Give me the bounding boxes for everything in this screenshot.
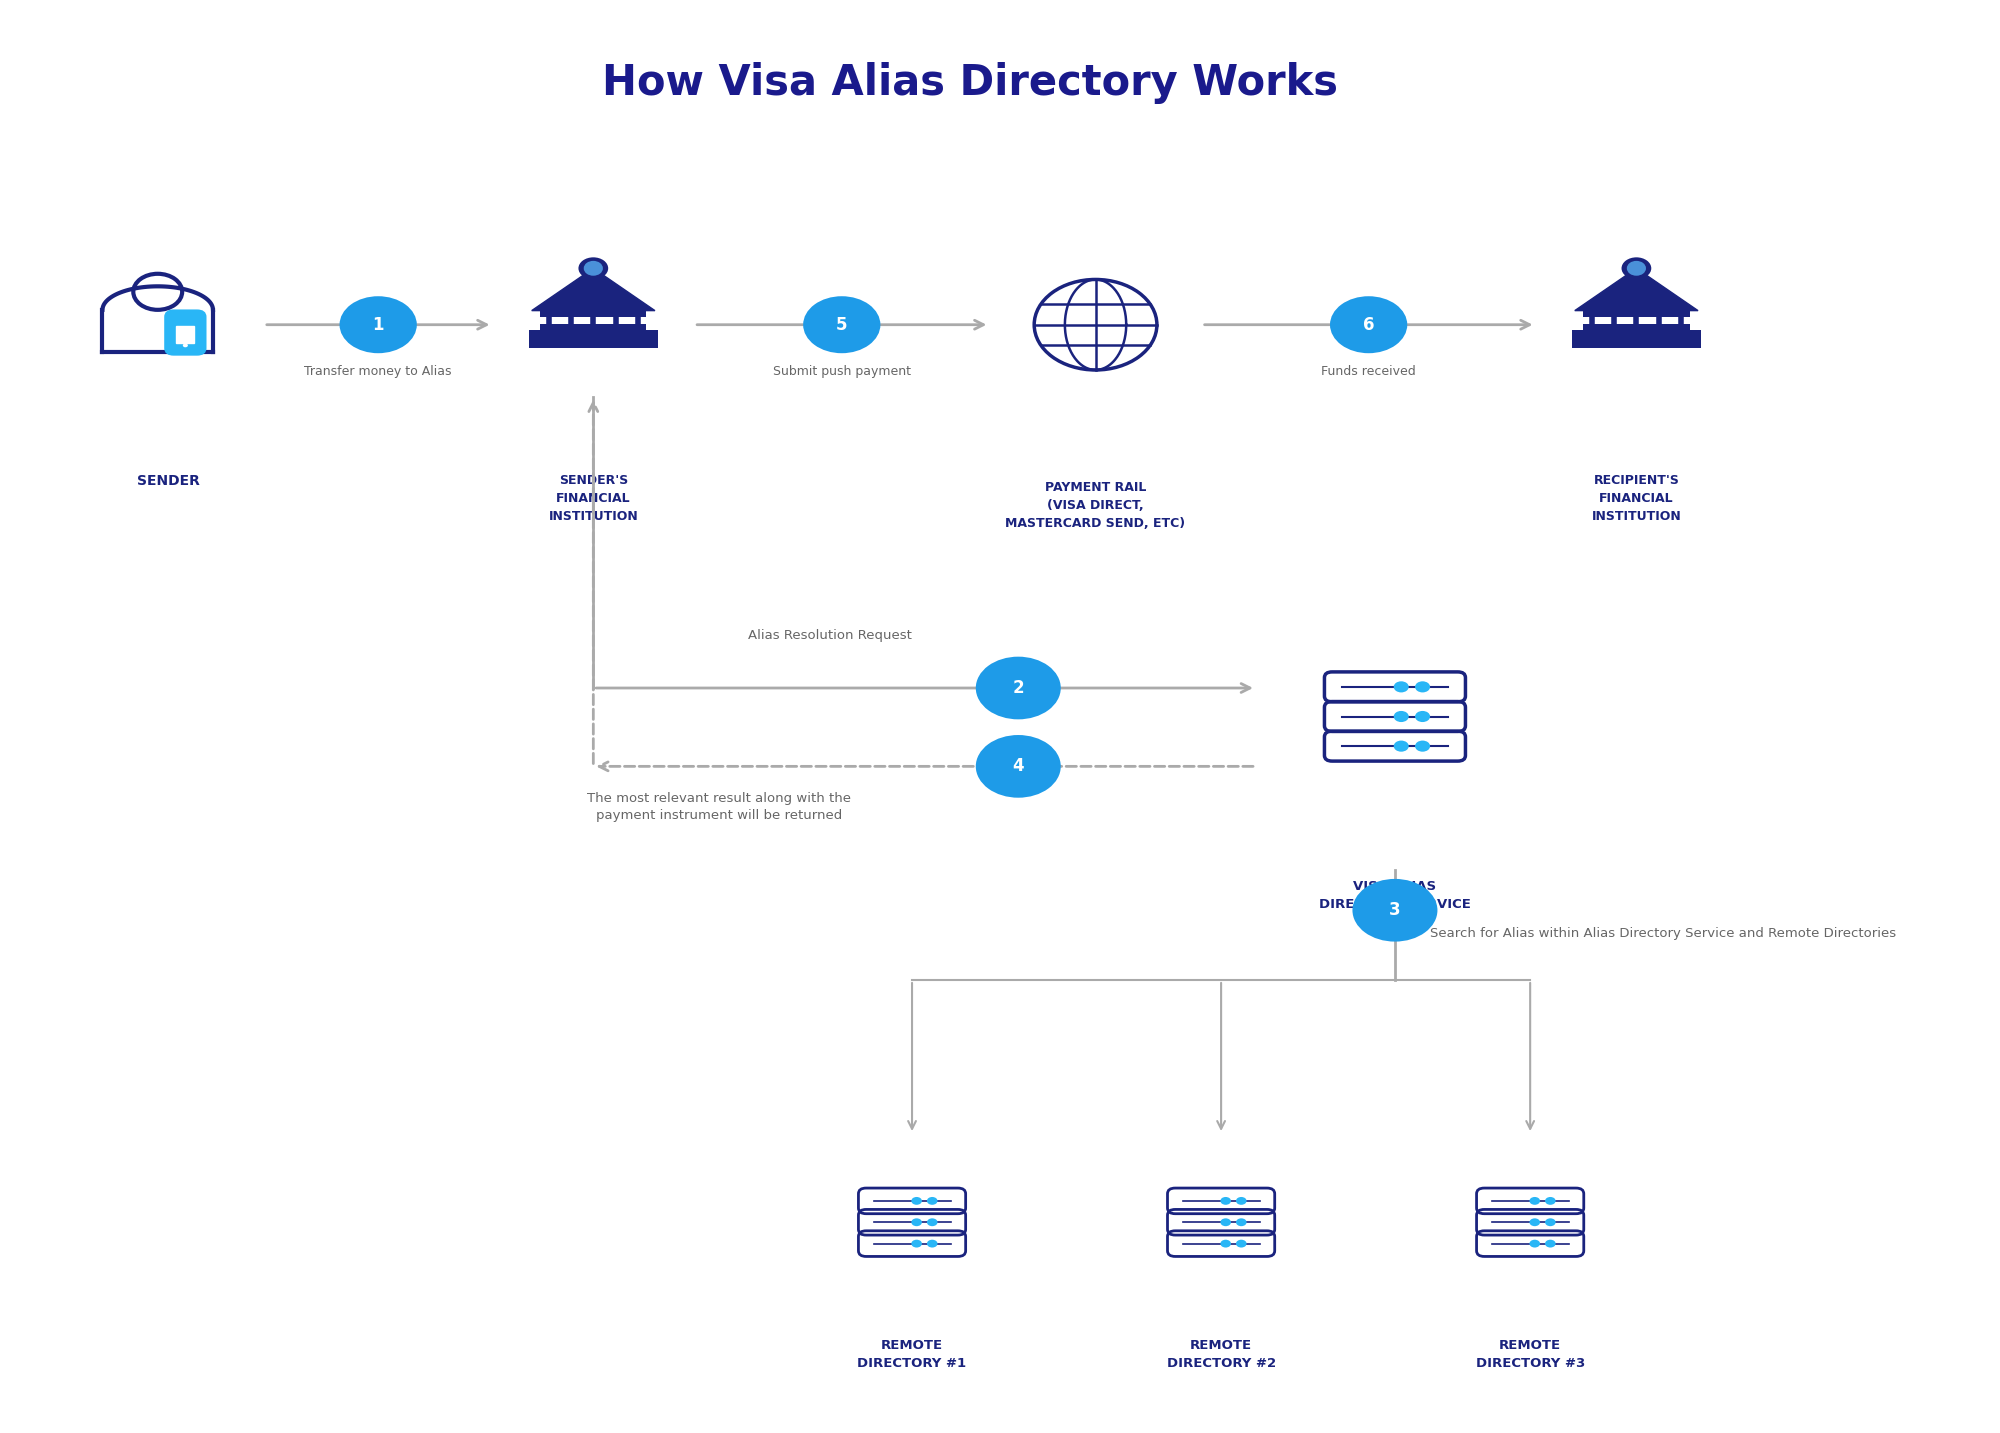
Circle shape [1622,258,1652,279]
Circle shape [1236,1197,1246,1205]
Circle shape [1236,1240,1246,1248]
Text: 6: 6 [1362,315,1374,334]
Circle shape [1330,297,1408,353]
Circle shape [1546,1218,1556,1227]
Circle shape [1546,1197,1556,1205]
Circle shape [1394,711,1408,722]
Text: Funds received: Funds received [1322,364,1416,378]
Circle shape [926,1218,938,1227]
Circle shape [578,258,608,279]
Text: SENDER: SENDER [136,473,200,487]
Circle shape [340,297,416,353]
Circle shape [1220,1240,1232,1248]
FancyBboxPatch shape [540,311,646,317]
Text: RECIPIENT'S
FINANCIAL
INSTITUTION: RECIPIENT'S FINANCIAL INSTITUTION [1592,473,1682,523]
Circle shape [912,1197,922,1205]
FancyBboxPatch shape [540,324,646,330]
Text: The most relevant result along with the
payment instrument will be returned: The most relevant result along with the … [586,792,850,823]
Circle shape [926,1197,938,1205]
Circle shape [1220,1197,1232,1205]
Circle shape [1416,711,1430,722]
Circle shape [912,1218,922,1227]
Circle shape [1546,1240,1556,1248]
Circle shape [586,262,602,274]
Text: 5: 5 [836,315,848,334]
Text: Search for Alias within Alias Directory Service and Remote Directories: Search for Alias within Alias Directory … [1430,927,1896,940]
Circle shape [1220,1218,1232,1227]
Text: 3: 3 [1390,901,1400,919]
Text: 1: 1 [372,315,384,334]
Circle shape [182,344,188,347]
Text: PAYMENT RAIL
(VISA DIRECT,
MASTERCARD SEND, ETC): PAYMENT RAIL (VISA DIRECT, MASTERCARD SE… [1006,481,1186,530]
Text: VISA ALIAS
DIRECTORY SERVICE: VISA ALIAS DIRECTORY SERVICE [1320,880,1470,911]
FancyBboxPatch shape [176,327,194,342]
Circle shape [1530,1197,1540,1205]
FancyBboxPatch shape [1584,311,1690,317]
Circle shape [1530,1218,1540,1227]
Circle shape [1628,262,1644,274]
Text: SENDER'S
FINANCIAL
INSTITUTION: SENDER'S FINANCIAL INSTITUTION [548,473,638,523]
Circle shape [976,656,1060,719]
Circle shape [912,1240,922,1248]
Circle shape [926,1240,938,1248]
Text: Transfer money to Alias: Transfer money to Alias [304,364,452,378]
Polygon shape [1574,268,1698,311]
Circle shape [804,297,880,353]
Text: REMOTE
DIRECTORY #3: REMOTE DIRECTORY #3 [1476,1338,1584,1370]
Polygon shape [532,268,654,311]
Text: Alias Resolution Request: Alias Resolution Request [748,629,912,642]
Text: 2: 2 [1012,679,1024,696]
Text: Submit push payment: Submit push payment [772,364,910,378]
Circle shape [1416,681,1430,692]
Circle shape [1236,1218,1246,1227]
Circle shape [1352,878,1438,941]
Circle shape [1416,741,1430,752]
FancyBboxPatch shape [166,311,204,354]
FancyBboxPatch shape [1584,324,1690,330]
Text: 4: 4 [1012,758,1024,775]
Text: How Visa Alias Directory Works: How Visa Alias Directory Works [602,62,1338,103]
FancyBboxPatch shape [528,330,658,348]
Text: REMOTE
DIRECTORY #2: REMOTE DIRECTORY #2 [1166,1338,1276,1370]
Text: REMOTE
DIRECTORY #1: REMOTE DIRECTORY #1 [858,1338,966,1370]
FancyBboxPatch shape [1572,330,1702,348]
Circle shape [1394,681,1408,692]
Circle shape [1394,741,1408,752]
Circle shape [976,735,1060,798]
Circle shape [1530,1240,1540,1248]
